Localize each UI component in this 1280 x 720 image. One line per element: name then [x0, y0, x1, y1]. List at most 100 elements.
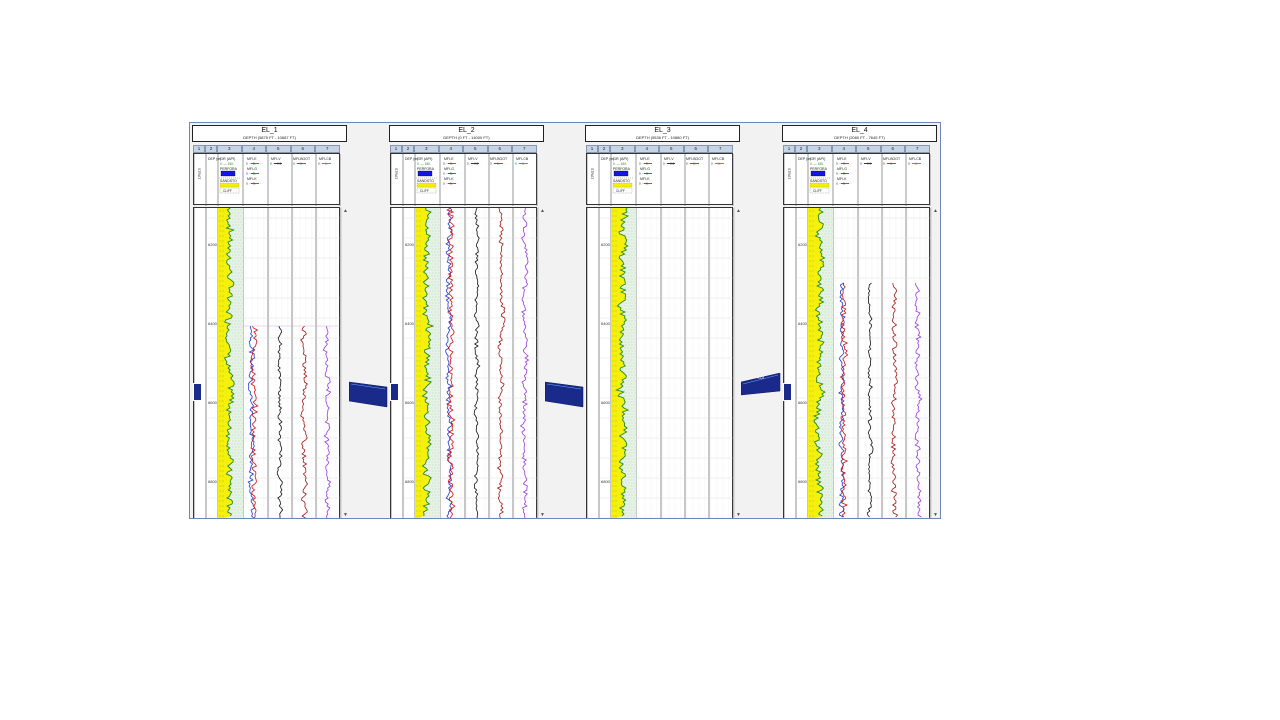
- track-number: 6: [290, 145, 315, 153]
- depth-tick-label: 6600: [405, 400, 415, 405]
- well-2: EL_2 DEPTH (0 FT - 14000 FT) 1 2 3 4 5 6 7 STRAT D…: [387, 123, 547, 518]
- track-number: 3: [414, 145, 439, 153]
- cliff-label: CLIFF: [616, 189, 625, 193]
- mficb-label: MFI-CB: [712, 157, 725, 161]
- track-number: 5: [266, 145, 291, 153]
- mficb-curve: [519, 207, 530, 518]
- well-4: EL_4 DEPTH (2080 FT - 7645 FT) 1 2 3 4 5 6 7 STRA…: [780, 123, 940, 518]
- mfiboot-curve: [890, 282, 899, 518]
- correlation-connector[interactable]: KOJ: [349, 373, 389, 413]
- mficb-label: MFI-CB: [516, 157, 529, 161]
- mfie-curve: [250, 325, 259, 518]
- vertical-scrollbar[interactable]: ▲ ▼: [341, 207, 349, 518]
- mfiboot-curve: [496, 207, 506, 518]
- gr-curve: [615, 207, 630, 517]
- mfiv-label: MFI-V: [468, 157, 478, 161]
- log-tracks: 6200 6400 6600 6800: [193, 207, 341, 518]
- track-number: 4: [241, 145, 266, 153]
- vertical-scrollbar[interactable]: ▲ ▼: [734, 207, 742, 518]
- connector-label: KOJ: [365, 380, 372, 384]
- track-number: 3: [217, 145, 242, 153]
- mfiboot-curve: [300, 325, 309, 518]
- well-depth-range: DEPTH (0 FT - 14000 FT): [443, 135, 490, 140]
- well-title: EL_1 DEPTH (5875 FT - 10687 FT): [192, 125, 347, 142]
- depth-tick-label: 6600: [208, 400, 218, 405]
- mfiboot-label: MFI-BOOT: [686, 157, 704, 161]
- depth-tick-label: 6400: [798, 321, 808, 326]
- scroll-down-icon[interactable]: ▼: [343, 512, 348, 518]
- well-name: EL_1: [261, 127, 278, 134]
- perforation-label: PERFORA: [810, 167, 828, 171]
- depth-tick-label: 6600: [798, 400, 808, 405]
- scale-label: 0. — 5.: [246, 172, 256, 176]
- log-tracks: 6200 6400 6600 6800: [783, 207, 931, 518]
- connector-label: KOJ: [561, 380, 568, 384]
- gr-scale: 0. — 150.: [220, 162, 234, 166]
- mfig-label: MFI-G: [444, 167, 454, 171]
- depth-tick-label: 6800: [405, 479, 415, 484]
- scroll-up-icon[interactable]: ▲: [736, 208, 741, 214]
- scale-label: 0. — 5.: [639, 182, 649, 186]
- track-number: 4: [438, 145, 463, 153]
- well-top-marker[interactable]: [783, 383, 792, 401]
- mfig-curve: [247, 325, 256, 518]
- track-number: 2: [598, 145, 610, 153]
- track-number: 3: [807, 145, 832, 153]
- scroll-down-icon[interactable]: ▼: [540, 512, 545, 518]
- depth-tick-label: 6400: [405, 321, 415, 326]
- scroll-up-icon[interactable]: ▲: [933, 208, 938, 214]
- scale-label: 0. — 5.: [836, 162, 846, 166]
- correlation-connector[interactable]: KOJ: [741, 373, 782, 413]
- strat-label: STRAT: [787, 168, 791, 180]
- sandstone-label: SANDSTO: [220, 179, 237, 183]
- track-number: 7: [315, 145, 340, 153]
- depth-tick-label: 6800: [208, 479, 218, 484]
- mfiv-label: MFI-V: [664, 157, 674, 161]
- mficb-label: MFI-CB: [319, 157, 332, 161]
- vertical-scrollbar[interactable]: ▲ ▼: [538, 207, 546, 518]
- depth-track-label: DEP (m): [798, 157, 811, 161]
- scroll-up-icon[interactable]: ▲: [343, 208, 348, 214]
- track-number: 4: [831, 145, 856, 153]
- depth-tick-label: 6400: [601, 321, 611, 326]
- mficb-curve: [914, 282, 923, 518]
- gr-scale: 0. — 150.: [613, 162, 627, 166]
- mfiv-curve: [473, 207, 481, 518]
- well-title: EL_2 DEPTH (0 FT - 14000 FT): [389, 125, 544, 142]
- strat-label: STRAT: [197, 168, 201, 180]
- scroll-down-icon[interactable]: ▼: [736, 512, 741, 518]
- mfig-label: MFI-G: [640, 167, 650, 171]
- vertical-scrollbar[interactable]: ▲ ▼: [931, 207, 939, 518]
- track-number: 7: [905, 145, 930, 153]
- mfig-label: MFI-G: [247, 167, 257, 171]
- well-top-marker[interactable]: [193, 383, 202, 401]
- well-title: EL_4 DEPTH (2080 FT - 7645 FT): [782, 125, 937, 142]
- gr-scale: 0. — 150.: [417, 162, 431, 166]
- mfik-label: MFI-K: [640, 177, 650, 181]
- perforation-label: PERFORA: [220, 167, 238, 171]
- gr-curve: [223, 207, 235, 517]
- track-number: 2: [205, 145, 217, 153]
- mfie-label: MFI-E: [640, 157, 650, 161]
- gr-scale: 0. — 150.: [810, 162, 824, 166]
- depth-track-label: DEP (m): [208, 157, 221, 161]
- well-depth-range: DEPTH (5875 FT - 10687 FT): [243, 135, 296, 140]
- mfig-label: MFI-G: [837, 167, 847, 171]
- scroll-down-icon[interactable]: ▼: [933, 512, 938, 518]
- well-correlation-panel: EL_1 DEPTH (5875 FT - 10687 FT) 1 2 3 4 5 6 7 STR…: [189, 122, 941, 519]
- scroll-up-icon[interactable]: ▲: [540, 208, 545, 214]
- track-number: 4: [634, 145, 659, 153]
- cliff-label: CLIFF: [223, 189, 232, 193]
- track-number: 2: [402, 145, 414, 153]
- track-number: 2: [795, 145, 807, 153]
- well-top-marker[interactable]: [390, 383, 399, 401]
- mfiv-label: MFI-V: [271, 157, 281, 161]
- well-name: EL_2: [458, 127, 475, 134]
- scale-label: 0. — 5.: [443, 182, 453, 186]
- gr-curve: [813, 207, 826, 517]
- mfie-curve: [446, 207, 456, 518]
- correlation-connector[interactable]: KOJ: [545, 373, 585, 413]
- mfiv-label: MFI-V: [861, 157, 871, 161]
